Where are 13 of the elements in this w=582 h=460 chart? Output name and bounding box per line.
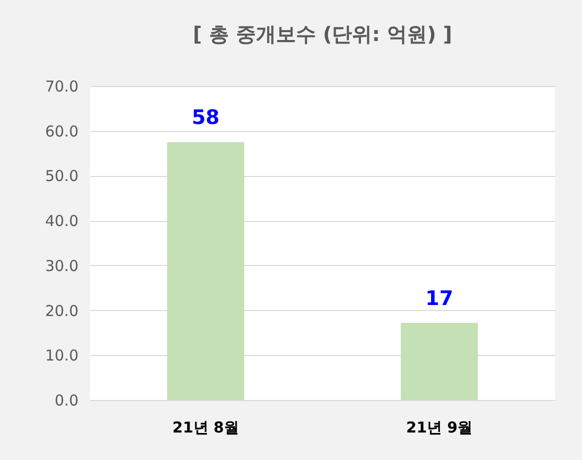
data-label: 17: [425, 286, 454, 310]
y-tick-label: 70.0: [45, 78, 78, 96]
y-tick-label: 20.0: [45, 302, 78, 320]
y-tick-label: 60.0: [45, 122, 78, 140]
x-tick-label: 21년 9월: [406, 418, 473, 436]
chart-title: [ 총 중개보수 (단위: 억원) ]: [192, 22, 452, 46]
y-tick-label: 0.0: [54, 392, 78, 410]
x-tick-label: 21년 8월: [172, 418, 239, 436]
data-label: 58: [192, 105, 220, 130]
y-tick-label: 50.0: [45, 167, 78, 186]
y-tick-label: 30.0: [45, 256, 78, 275]
y-tick-label: 10.0: [45, 346, 78, 365]
y-tick-label: 40.0: [45, 212, 78, 230]
